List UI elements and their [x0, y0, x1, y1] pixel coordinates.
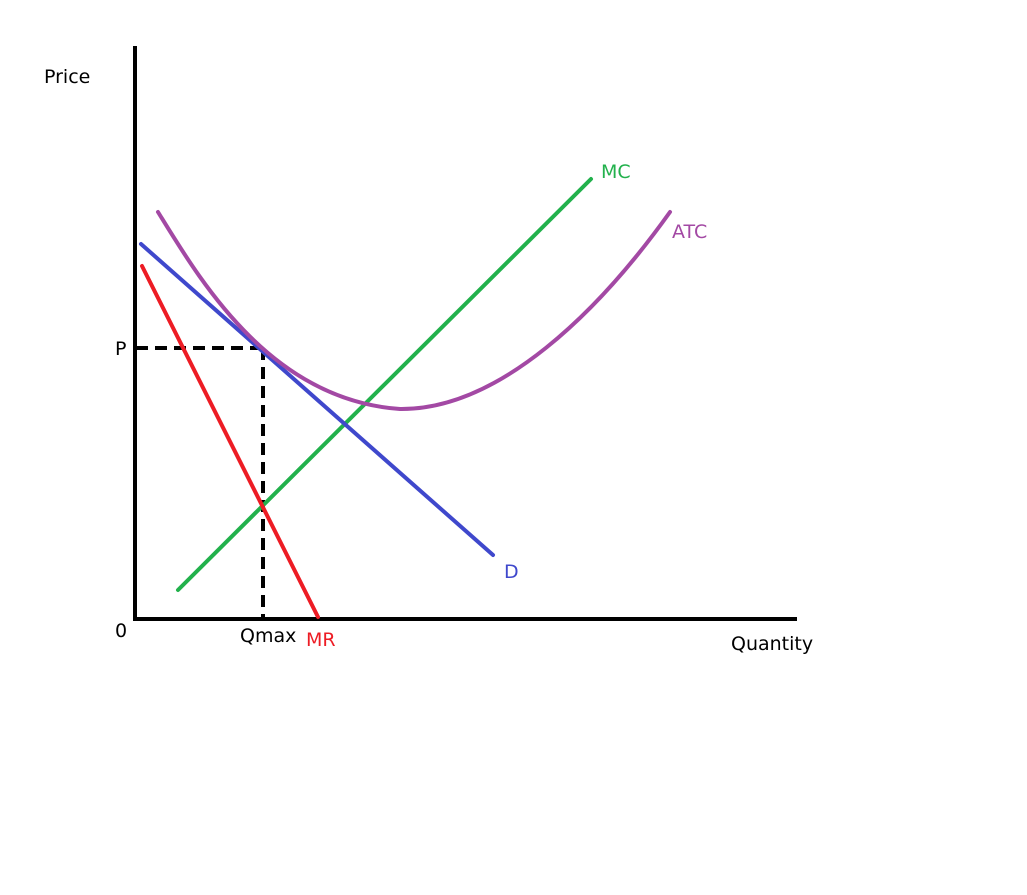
- mc-curve: [176, 177, 593, 592]
- origin-label: 0: [115, 620, 127, 642]
- mr-label: MR: [306, 629, 336, 651]
- demand-label: D: [504, 561, 519, 583]
- atc-curve: [156, 210, 672, 412]
- mc-label: MC: [601, 161, 631, 183]
- demand-curve: [139, 242, 495, 557]
- mr-curve: [140, 264, 320, 619]
- x-axis-label: Quantity: [731, 633, 813, 655]
- quantity-label: Qmax: [240, 625, 296, 647]
- atc-label: ATC: [672, 221, 707, 243]
- price-label: P: [115, 338, 126, 360]
- y-axis-label: Price: [44, 66, 90, 88]
